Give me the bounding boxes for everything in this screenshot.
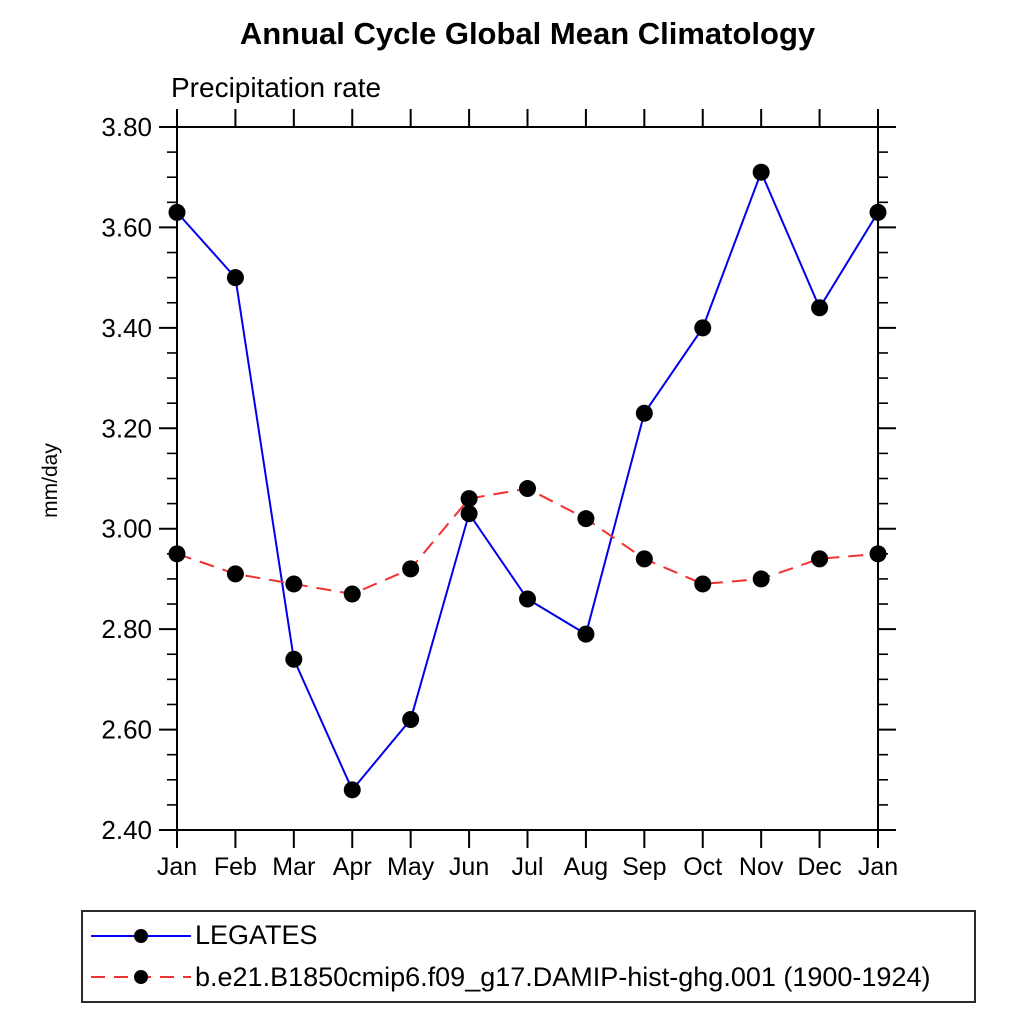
y-tick-label: 3.40: [101, 313, 152, 343]
data-point-series-1: [811, 550, 829, 568]
x-tick-label: Aug: [564, 853, 608, 881]
data-point-series-1: [635, 550, 653, 568]
data-point-series-0: [869, 203, 887, 221]
x-tick-label: Jan: [157, 853, 197, 881]
x-tick-label: Nov: [739, 853, 784, 881]
chart-subtitle: Precipitation rate: [171, 72, 382, 103]
x-tick-label: Jun: [449, 853, 489, 881]
x-tick-label: Dec: [797, 853, 841, 881]
plot-frame: [176, 126, 879, 831]
data-point-series-0: [402, 711, 420, 729]
data-point-series-0: [460, 505, 478, 523]
data-point-series-0: [694, 319, 712, 337]
data-point-series-0: [343, 781, 361, 799]
data-point-series-0: [226, 269, 244, 287]
legend-item-legates: LEGATES: [87, 918, 974, 954]
x-tick-label: Sep: [622, 853, 666, 881]
x-tick-label: May: [387, 853, 435, 881]
data-point-series-1: [519, 480, 536, 498]
data-point-series-0: [285, 650, 303, 668]
legend: LEGATES b.e21.B1850cmip6.f09_g17.DAMIP-h…: [81, 910, 976, 1003]
data-point-series-1: [285, 575, 303, 593]
x-tick-label: Oct: [683, 853, 722, 881]
data-point-series-0: [519, 590, 536, 608]
y-tick-label: 2.40: [101, 815, 152, 845]
data-point-series-1: [168, 545, 186, 563]
x-tick-label: Mar: [272, 853, 315, 881]
data-point-series-1: [402, 560, 420, 578]
data-point-series-1: [460, 490, 478, 508]
data-point-series-1: [752, 570, 770, 588]
legend-marker-dot: [134, 928, 148, 943]
legend-marker-dot: [134, 970, 148, 985]
data-point-series-1: [226, 565, 244, 583]
y-tick-label: 3.00: [101, 514, 152, 544]
legend-item-model: b.e21.B1850cmip6.f09_g17.DAMIP-hist-ghg.…: [87, 959, 974, 995]
x-tick-label: Feb: [214, 853, 257, 881]
x-tick-label: Jan: [858, 853, 898, 881]
data-point-series-1: [869, 545, 887, 563]
x-tick-label: Jul: [512, 853, 544, 881]
data-point-series-0: [752, 163, 770, 181]
legend-label-model: b.e21.B1850cmip6.f09_g17.DAMIP-hist-ghg.…: [195, 961, 931, 992]
data-point-series-1: [694, 575, 712, 593]
y-tick-label: 3.60: [101, 212, 152, 242]
y-tick-label: 2.60: [101, 715, 152, 745]
y-tick-label: 2.80: [101, 614, 152, 644]
data-point-series-1: [577, 510, 595, 528]
legend-label-legates: LEGATES: [195, 920, 318, 951]
y-tick-label: 3.20: [101, 413, 152, 443]
x-tick-label: Apr: [333, 853, 372, 881]
data-point-series-0: [168, 203, 186, 221]
data-point-series-1: [343, 585, 361, 603]
y-axis-label: mm/day: [39, 443, 62, 518]
chart-title: Annual Cycle Global Mean Climatology: [239, 16, 816, 51]
data-point-series-0: [811, 299, 829, 317]
y-tick-label: 3.80: [101, 112, 152, 142]
legend-sample-solid-line: [91, 928, 191, 943]
legend-sample-dashed-line: [91, 970, 191, 985]
data-point-series-0: [635, 404, 653, 422]
data-point-series-0: [577, 625, 595, 643]
